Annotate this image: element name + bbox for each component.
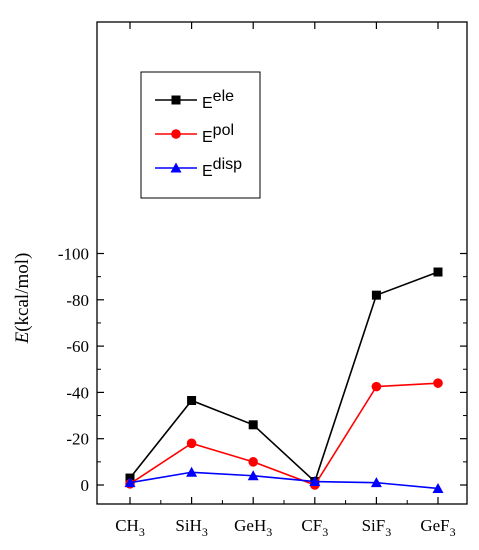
x-tick-label: GeH3 [234, 516, 272, 539]
y-tick-label: -20 [66, 430, 89, 449]
series-line-disp [129, 471, 439, 490]
legend-marker [170, 162, 182, 173]
y-tick-label: -60 [66, 337, 89, 356]
data-point-disp [186, 466, 198, 477]
data-point-disp [370, 477, 382, 488]
legend-label: Eele [202, 88, 234, 112]
y-tick-label: -40 [66, 383, 89, 402]
y-tick-label: -100 [58, 245, 89, 264]
y-axis-title: E(kcal/mol) [12, 253, 33, 345]
legend-label: Epol [202, 122, 234, 146]
x-tick-label: CF3 [301, 516, 328, 539]
data-point-pol [433, 378, 443, 388]
x-tick-label: SiH3 [175, 516, 207, 539]
x-tick-label: SiF3 [362, 516, 392, 539]
data-point-ele [371, 290, 381, 300]
series-line-ele [129, 271, 439, 483]
y-axis-title-unit: (kcal/mol) [12, 253, 33, 332]
data-point-ele [248, 420, 258, 430]
data-point-disp [124, 477, 136, 488]
legend-marker [171, 95, 181, 105]
series-line-pol [129, 382, 439, 486]
data-point-ele [433, 267, 443, 277]
data-point-disp [432, 482, 444, 493]
y-tick-label: 0 [81, 476, 90, 495]
data-point-ele [187, 396, 197, 406]
y-tick-label: -80 [66, 291, 89, 310]
data-point-pol [248, 457, 258, 467]
data-point-disp [309, 476, 321, 487]
legend: Eele Epol Edisp [140, 71, 261, 199]
data-point-pol [371, 381, 382, 392]
plot-frame [96, 21, 468, 505]
legend-box [140, 71, 261, 199]
x-tick-label: GeF3 [420, 516, 455, 539]
legend-marker [171, 129, 181, 139]
data-point-pol [186, 438, 197, 449]
y-axis-title-symbol: E [12, 331, 33, 344]
legend-label: Edisp [202, 156, 242, 180]
data-point-disp [247, 470, 259, 481]
x-tick-label: CH3 [115, 516, 145, 539]
